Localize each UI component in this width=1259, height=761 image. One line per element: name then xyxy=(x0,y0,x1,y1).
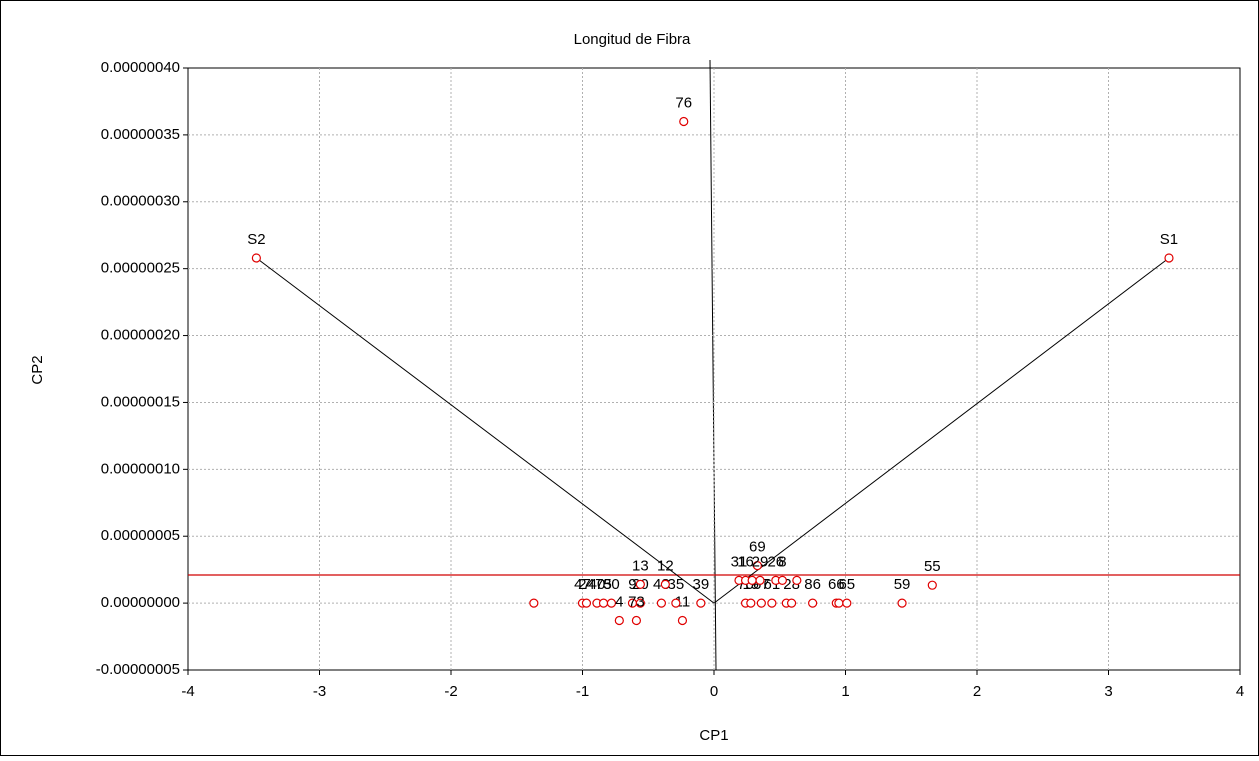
point xyxy=(631,615,642,626)
point xyxy=(897,598,907,608)
point-label: 69 xyxy=(749,539,766,556)
point-label: 8 xyxy=(778,553,786,570)
point-label: 86 xyxy=(804,576,821,593)
loading-vector xyxy=(713,257,1170,604)
point xyxy=(635,598,645,608)
point-label: 29 xyxy=(752,553,769,570)
x-tick-label: 1 xyxy=(841,683,849,700)
point xyxy=(656,598,667,608)
point-label: 4 xyxy=(615,593,623,610)
y-tick-label: 0.00000000 xyxy=(101,594,180,611)
point xyxy=(635,579,645,589)
point xyxy=(927,580,937,590)
point-label: 40 xyxy=(589,576,606,593)
point-label: 73 xyxy=(628,593,645,610)
y-axis-label: CP2 xyxy=(29,355,46,384)
point-label: 12 xyxy=(657,557,674,574)
point-label: 65 xyxy=(838,576,855,593)
loading-vector xyxy=(256,257,715,604)
point xyxy=(677,615,688,626)
y-tick-label: 0.00000025 xyxy=(101,260,180,277)
point xyxy=(660,579,670,589)
y-tick-label: 0.00000040 xyxy=(101,59,180,76)
y-tick-label: 0.00000010 xyxy=(101,460,180,477)
point-label: 39 xyxy=(693,576,710,593)
axis-line xyxy=(709,59,717,671)
point-label: 75 xyxy=(595,576,612,593)
point xyxy=(746,598,756,608)
point-label: 24 xyxy=(578,576,595,593)
point xyxy=(581,598,592,608)
point xyxy=(834,598,844,608)
point xyxy=(696,598,706,608)
y-tick-label: 0.00000035 xyxy=(101,126,180,143)
point-label: 30 xyxy=(603,576,620,593)
point xyxy=(598,598,609,608)
y-tick-label: 0.00000015 xyxy=(101,393,180,410)
y-tick-label: 0.00000030 xyxy=(101,193,180,210)
point xyxy=(792,575,802,585)
chart-title: Longitud de Fibra xyxy=(574,31,691,48)
point-label: 66 xyxy=(828,576,845,593)
y-tick-label: 0.00000020 xyxy=(101,327,180,344)
x-tick-label: -4 xyxy=(181,683,194,700)
x-tick-label: -3 xyxy=(313,683,326,700)
x-tick-label: -2 xyxy=(444,683,457,700)
point-label: S2 xyxy=(247,231,265,248)
x-tick-label: 4 xyxy=(1236,683,1244,700)
point-label: 16 xyxy=(737,553,754,570)
point xyxy=(606,598,617,608)
point-label: 55 xyxy=(924,558,941,575)
point-label: 31 xyxy=(731,553,748,570)
point-label: 47 xyxy=(574,576,591,593)
x-tick-label: -1 xyxy=(576,683,589,700)
point xyxy=(767,598,777,608)
point xyxy=(529,598,539,608)
point xyxy=(671,598,681,608)
y-tick-label: -0.00000005 xyxy=(96,661,180,678)
x-tick-label: 2 xyxy=(973,683,981,700)
point xyxy=(777,575,787,585)
point-label: 35 xyxy=(668,576,685,593)
x-tick-label: 0 xyxy=(710,683,718,700)
point-label: 13 xyxy=(632,557,649,574)
x-axis-label: CP1 xyxy=(699,727,728,744)
point xyxy=(808,598,818,608)
point xyxy=(842,598,852,608)
point xyxy=(251,253,261,263)
point xyxy=(679,116,689,127)
point xyxy=(756,598,766,608)
point xyxy=(752,561,762,571)
point xyxy=(755,575,765,585)
point xyxy=(786,598,797,608)
point xyxy=(1164,253,1174,263)
point-label: 26 xyxy=(767,553,784,570)
point xyxy=(747,575,757,585)
point-label: S1 xyxy=(1160,231,1178,248)
point-label: 9 xyxy=(628,576,636,593)
y-tick-label: 0.00000005 xyxy=(101,527,180,544)
point-label: 76 xyxy=(675,94,692,111)
point xyxy=(614,615,624,626)
point-label: 59 xyxy=(894,576,911,593)
x-tick-label: 3 xyxy=(1104,683,1112,700)
